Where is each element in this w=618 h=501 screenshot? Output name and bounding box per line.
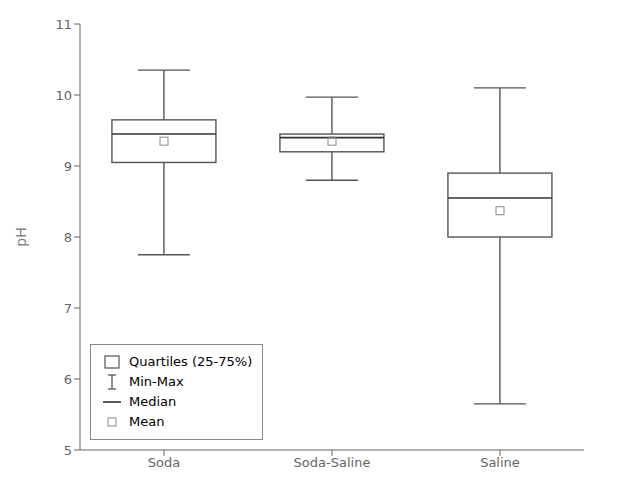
svg-text:10: 10	[55, 88, 72, 103]
svg-text:5: 5	[64, 443, 72, 458]
svg-text:8: 8	[64, 230, 72, 245]
svg-text:Saline: Saline	[480, 455, 520, 470]
html-text:Quartiles (25-75%): Quartiles (25-75%)	[129, 354, 253, 369]
svg-text:Soda: Soda	[148, 455, 180, 470]
html-text:Mean: Mean	[129, 414, 165, 429]
svg-text:pH: pH	[13, 227, 29, 246]
svg-text:7: 7	[64, 301, 72, 316]
svg-text:11: 11	[55, 17, 72, 32]
svg-text:Soda-Saline: Soda-Saline	[294, 455, 371, 470]
svg-text:6: 6	[64, 372, 72, 387]
html-text:Median: Median	[129, 394, 177, 409]
svg-text:9: 9	[64, 159, 72, 174]
html-text:Min-Max: Min-Max	[129, 374, 184, 389]
